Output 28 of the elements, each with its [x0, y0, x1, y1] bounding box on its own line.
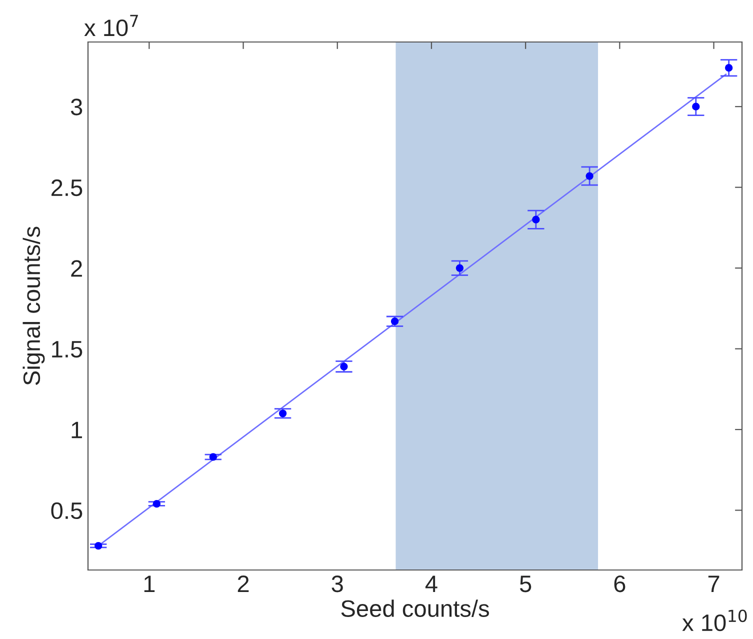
x-tick-label: 1 [144, 576, 155, 592]
y-tick-label: 2 [71, 260, 82, 277]
y-tick-label: 1.5 [52, 341, 82, 358]
x-tick-label: 4 [425, 576, 438, 592]
point [94, 542, 102, 550]
text: x 10$^{10}$ [682, 610, 747, 632]
point [725, 64, 733, 72]
x-tick-label: 3 [332, 575, 343, 592]
y-tick-label: 2.5 [52, 179, 82, 196]
point [278, 410, 287, 418]
point [209, 453, 217, 461]
x-tick-label: 7 [708, 576, 720, 592]
point [152, 500, 160, 508]
x-tick-label: 2 [238, 575, 249, 592]
text: x 10$^{7}$ [84, 14, 138, 36]
y-axis-title: Signal counts/s [22, 226, 45, 385]
point [340, 362, 348, 370]
x-tick-label: 6 [614, 575, 626, 592]
x-axis-title: Seed counts/s [341, 600, 489, 617]
point [586, 172, 594, 180]
point [390, 318, 399, 326]
point [692, 102, 700, 110]
y-tick-label: 0.5 [51, 502, 82, 520]
point [456, 264, 464, 272]
y-tick-label: 3 [70, 98, 82, 116]
x-tick-label: 5 [520, 576, 532, 592]
point [532, 216, 540, 224]
y-tick-label: 1 [72, 422, 82, 438]
